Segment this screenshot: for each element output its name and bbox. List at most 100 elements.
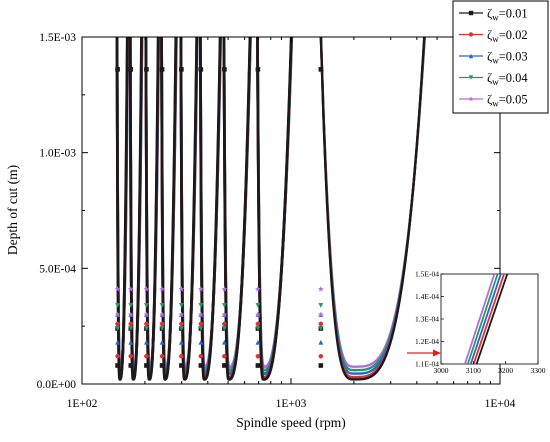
legend-subscript: w [492, 99, 499, 109]
series-1-marker-lobe-4-3 [159, 67, 165, 72]
series-3-marker-lobe-7-2 [221, 339, 227, 345]
inset-series-1-line [475, 274, 509, 364]
series-5-marker-lobe-4-2 [158, 311, 166, 318]
legend-box [452, 0, 549, 114]
series-4-marker-lobe-6-2 [198, 326, 204, 332]
series-2-marker-lobe-9-2 [318, 353, 324, 359]
series-1-marker-lobe-5-3 [179, 67, 184, 72]
series-3-marker-lobe-5-2 [178, 339, 184, 345]
legend-swatch-marker-2 [468, 32, 474, 37]
series-2-marker-lobe-1-2 [115, 353, 120, 359]
legend-swatch-marker-3 [468, 53, 474, 59]
legend-subscript: w [492, 77, 499, 87]
legend-swatch-marker-5 [468, 96, 474, 102]
series-1-marker-lobe-7-2 [222, 363, 227, 368]
series-1-lobe-2-line [128, 37, 143, 381]
series-3-marker-lobe-6-2 [198, 339, 204, 345]
series-1-marker-lobe-3-3 [144, 67, 149, 72]
series-1-lobe-1-line [115, 37, 129, 381]
series-1-marker-lobe-8-2 [255, 363, 261, 368]
series-2-marker-lobe-1-1 [115, 321, 120, 327]
series-2-marker-lobe-4-1 [159, 321, 165, 327]
series-3-marker-lobe-4-2 [159, 339, 165, 345]
series-1-marker-lobe-2-2 [128, 363, 134, 368]
legend-symbol: ζ [487, 93, 492, 107]
x-tick-label: 1E+02 [67, 398, 98, 410]
series-4-marker-lobe-5-2 [178, 326, 184, 332]
inset-lines [464, 274, 509, 364]
series-5-marker-lobe-5-1 [178, 285, 185, 292]
legend-subscript: w [492, 13, 499, 23]
series-1-marker-lobe-5-2 [179, 363, 184, 368]
series-3-marker-lobe-1-2 [115, 339, 120, 345]
series-5-marker-lobe-9-2 [317, 311, 324, 318]
series-4-marker-lobe-8-2 [255, 326, 261, 332]
series-4-marker-lobe-7-2 [221, 326, 227, 332]
series-5-marker-lobe-7-1 [221, 285, 228, 292]
series-5-markers [114, 285, 324, 318]
inset-series-4-line [466, 274, 499, 364]
series-1-markers [115, 67, 324, 368]
series-1-lobe-7-line [222, 37, 252, 381]
legend-label-4: ζw=0.04 [487, 71, 528, 87]
series-1-lobe-4-line [160, 37, 178, 381]
series-4-marker-lobe-1-2 [115, 326, 120, 332]
series-4-marker-lobe-6-1 [198, 303, 204, 308]
series-4-marker-lobe-4-1 [159, 303, 165, 308]
series-1-marker-lobe-6-3 [198, 67, 204, 72]
series-4-marker-lobe-2-2 [128, 326, 134, 332]
inset-y-tick-label: 1.4E-04 [415, 292, 439, 301]
series-5-marker-lobe-1-1 [114, 285, 121, 292]
series-2-marker-lobe-5-2 [179, 353, 184, 359]
series-5-marker-lobe-6-1 [197, 285, 204, 292]
y-tick-label: 1.5E-03 [39, 32, 76, 44]
legend-symbol: ζ [487, 50, 492, 64]
inset-pointer-arrow-head [433, 349, 441, 357]
legend-symbol: ζ [487, 28, 492, 42]
legend-swatch-marker-4 [468, 75, 474, 80]
series-1-lobe-6-line [198, 37, 222, 381]
y-tick-label: 1.0E-03 [39, 148, 76, 160]
series-4-markers [115, 303, 324, 332]
legend-value: =0.01 [499, 7, 528, 21]
series-5-marker-lobe-5-2 [178, 311, 185, 318]
series-1-marker-lobe-1-2 [115, 363, 120, 368]
series-5-marker-lobe-1-2 [114, 311, 121, 318]
series-5-marker-lobe-4-1 [158, 285, 166, 292]
series-1-lobe-8-line [256, 37, 293, 381]
series-5-marker-lobe-9-1 [317, 285, 324, 292]
series-2-marker-lobe-2-2 [128, 353, 134, 359]
series-5-marker-lobe-6-2 [197, 311, 204, 318]
series-3-marker-lobe-2-2 [128, 339, 134, 345]
series-5-marker-lobe-7-2 [221, 311, 228, 318]
inset-series-2-line [472, 274, 505, 364]
series-4-marker-lobe-8-1 [255, 303, 261, 308]
inset-y-tick-label: 1.2E-04 [415, 337, 439, 346]
inset-series-3-line [469, 274, 502, 364]
series-4-marker-lobe-5-1 [178, 303, 184, 308]
series-2-marker-lobe-4-2 [159, 353, 165, 359]
series-5-marker-lobe-3-1 [143, 285, 150, 292]
series-1-marker-lobe-2-3 [128, 67, 134, 72]
inset-y-tick-label: 1.3E-04 [415, 315, 439, 324]
series-1-marker-lobe-4-2 [159, 363, 165, 368]
legend-value: =0.03 [499, 50, 528, 64]
legend-label-1: ζw=0.01 [487, 7, 528, 23]
legend-swatch-marker-1 [468, 10, 474, 16]
series-1-lobe-9-line [319, 37, 426, 381]
x-tick-label: 1E+04 [485, 398, 516, 410]
series-4-marker-lobe-7-1 [221, 303, 227, 308]
series-2-marker-lobe-3-1 [144, 321, 149, 327]
series-1-marker-lobe-3-2 [144, 363, 149, 368]
series-5-marker-lobe-2-2 [127, 311, 134, 318]
inset-series-5-line [464, 274, 496, 364]
series-1-marker-lobe-9-3 [318, 67, 324, 72]
inset-y-tick-label: 1.5E-04 [415, 270, 439, 279]
series-2-marker-lobe-6-1 [198, 321, 204, 327]
legend-subscript: w [492, 56, 499, 66]
series-2-marker-lobe-2-1 [128, 321, 134, 327]
series-1-marker-lobe-6-2 [198, 363, 204, 368]
legend-value: =0.02 [499, 28, 528, 42]
legend-symbol: ζ [487, 7, 492, 21]
